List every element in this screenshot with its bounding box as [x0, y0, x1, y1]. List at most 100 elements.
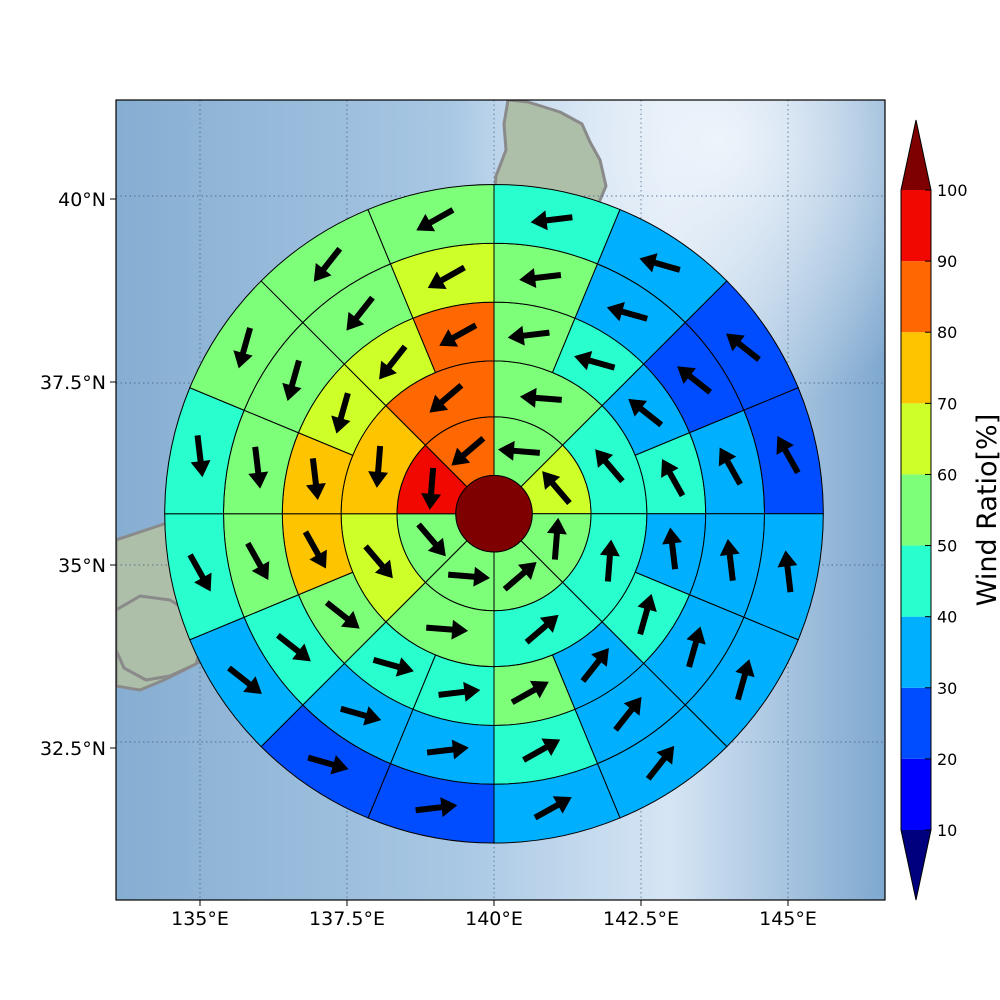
y-tick-label: 37.5°N	[40, 372, 106, 394]
wind-arrow-ring4-4	[718, 447, 743, 486]
wind-arrow-ring4-2	[606, 302, 649, 322]
colorbar-tick-label: 10	[937, 821, 957, 840]
wind-arrow-ring5-6	[735, 659, 755, 701]
wind-arrow-ring4-16	[427, 264, 466, 289]
wind-arrow-ring3-4	[661, 459, 686, 498]
wind-arrow-ring4-7	[613, 696, 642, 732]
x-tick-label: 135°E	[171, 908, 229, 930]
colorbar-band	[901, 190, 931, 262]
colorbar-tick-label: 100	[937, 181, 968, 200]
colorbar-extend-over	[901, 120, 931, 190]
wind-arrow-ring1-5	[447, 566, 491, 587]
wind-arrow-ring3-8	[510, 680, 549, 705]
colorbar-tick-label: 20	[937, 750, 957, 769]
wind-arrow-ring3-2	[574, 350, 616, 371]
wind-arrow-ring5-12	[187, 553, 212, 592]
wind-arrow-ring1-2	[542, 471, 572, 506]
colorbar-tick-label: 30	[937, 679, 957, 698]
wind-arrow-ring4-5	[719, 538, 740, 582]
wind-arrow-ring4-1	[519, 268, 562, 288]
wind-arrow-ring4-10	[339, 705, 382, 726]
wind-arrow-ring4-14	[282, 359, 302, 401]
wind-arrow-ring3-12	[302, 530, 327, 569]
colorbar-band	[901, 474, 931, 546]
wind-arrow-ring1-3	[546, 517, 567, 560]
colorbar-band	[901, 403, 931, 475]
wind-arrow-ring3-10	[372, 657, 414, 677]
colorbar-band	[901, 332, 931, 404]
wind-arrow-ring2-4	[524, 614, 559, 645]
wind-arrow-ring4-9	[426, 739, 469, 760]
wind-arrow-ring1-4	[502, 561, 537, 592]
wind-arrow-ring5-3	[726, 333, 761, 362]
wind-arrow-ring5-14	[233, 327, 253, 369]
wind-arrow-ring2-3	[599, 539, 620, 582]
colorbar-tick-label: 70	[937, 394, 957, 413]
wind-arrow-ring5-13	[190, 435, 211, 478]
wind-arrow-ring1-1	[497, 440, 541, 461]
x-tick-label: 140°E	[465, 908, 523, 930]
colorbar-band	[901, 758, 931, 830]
colorbar-tick-label: 40	[937, 608, 957, 627]
wind-arrow-ring5-5	[777, 550, 798, 593]
colorbar-tick-label: 90	[937, 252, 957, 271]
wind-arrow-ring2-7	[368, 445, 389, 488]
wind-arrow-ring4-11	[275, 632, 311, 662]
wind-arrow-ring2-6	[363, 544, 393, 579]
wind-arrow-ring2-2	[595, 449, 625, 484]
wind-arrow-ring3-6	[637, 593, 657, 636]
wind-arrow-ring3-15	[379, 344, 408, 380]
wind-arrow-ring3-16	[439, 322, 478, 347]
wind-arrow-ring3-7	[580, 648, 609, 683]
y-axis: 32.5°N 35°N 37.5°N 40°N	[40, 189, 116, 760]
wind-arrow-ring4-12	[245, 541, 270, 580]
wind-arrow-ring3-9	[438, 681, 481, 702]
wind-arrow-ring3-1	[507, 325, 550, 346]
x-tick-label: 145°E	[759, 908, 817, 930]
wind-arrow-ring4-3	[677, 366, 713, 395]
wind-arrow-ring3-11	[324, 600, 360, 629]
wind-arrow-ring4-6	[686, 626, 706, 668]
colorbar-band	[901, 545, 931, 617]
wind-arrow-ring4-13	[248, 446, 269, 489]
colorbar: 10 20 30 40 50 60 70 80 90 100	[900, 119, 968, 901]
wind-arrow-ring5-11	[227, 665, 262, 694]
colorbar-tick-label: 60	[937, 465, 957, 484]
wind-arrow-ring5-4	[776, 436, 801, 475]
wind-arrow-ring4-15	[346, 295, 375, 331]
colorbar-band	[901, 687, 931, 759]
colorbar-label: Wind Ratio[%]	[972, 414, 1000, 606]
wind-arrow-ring5-15	[313, 246, 343, 282]
y-tick-label: 35°N	[58, 555, 106, 577]
wind-arrow-ring3-14	[331, 392, 351, 434]
map-panel	[115, 99, 886, 901]
wind-arrow-ring2-1	[519, 387, 562, 408]
colorbar-extend-under	[901, 830, 931, 900]
wind-sectors	[164, 183, 824, 844]
y-tick-label: 32.5°N	[40, 738, 106, 760]
wind-arrow-ring1-8	[451, 436, 486, 466]
wind-arrow-ring3-5	[662, 527, 683, 570]
wind-arrow-ring4-8	[522, 738, 561, 763]
colorbar-band	[901, 616, 931, 688]
wind-arrow-ring5-9	[415, 797, 458, 818]
wind-arrow-ring5-1	[530, 210, 573, 231]
wind-arrow-ring2-5	[426, 619, 469, 640]
wind-arrow-ring3-13	[305, 457, 326, 501]
wind-arrow-ring2-8	[429, 383, 464, 413]
wind-arrow-ring5-2	[639, 253, 681, 273]
map-frame	[115, 99, 886, 901]
center-disk	[455, 475, 533, 553]
wind-arrow-ring5-7	[645, 745, 675, 781]
wind-arrow-ring1-6	[416, 522, 446, 557]
wind-arrow-ring5-10	[307, 754, 349, 775]
wind-arrows	[187, 207, 801, 821]
colorbar-tick-label: 80	[937, 323, 957, 342]
wind-arrow-ring1-7	[421, 467, 442, 510]
wind-arrow-ring3-3	[628, 398, 664, 428]
colorbar-tick-label: 50	[937, 537, 957, 556]
colorbar-band	[901, 261, 931, 333]
y-tick-label: 40°N	[58, 189, 106, 211]
wind-arrow-ring5-16	[416, 207, 455, 232]
